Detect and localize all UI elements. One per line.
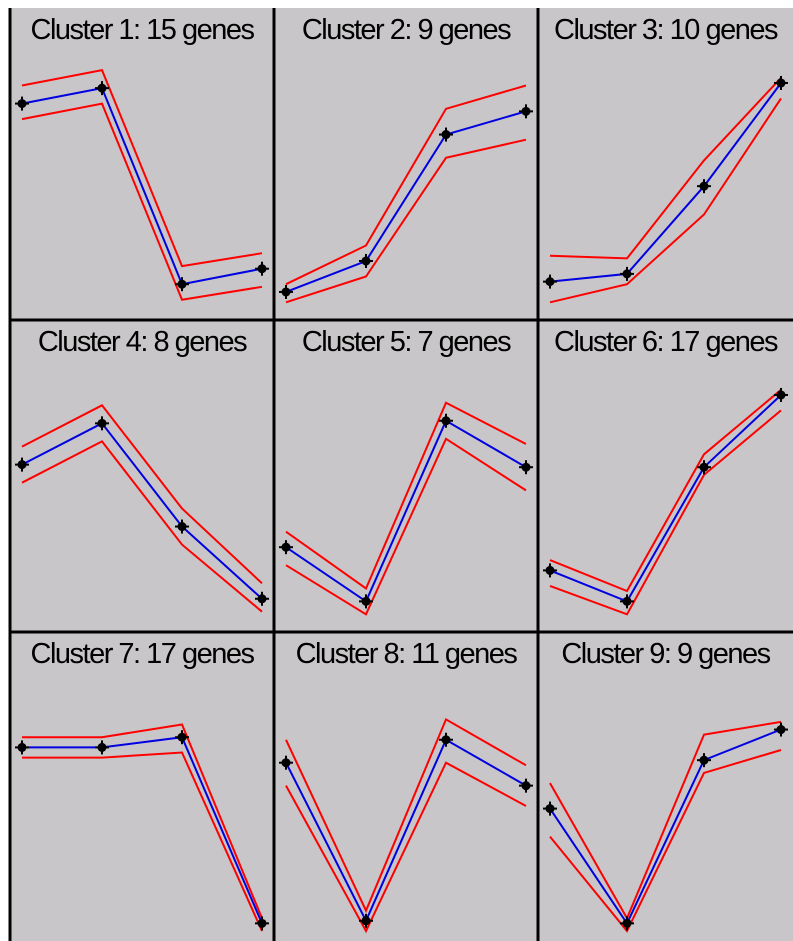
data-point-marker — [255, 916, 269, 931]
data-point-marker — [279, 540, 293, 555]
panel-background — [274, 632, 538, 941]
cluster-panel-8: Cluster 8: 11 genes — [274, 632, 538, 941]
panel-title: Cluster 8: 11 genes — [296, 638, 518, 670]
upper-band-line — [285, 84, 527, 286]
data-point-marker — [774, 75, 788, 90]
lower-band-line — [549, 749, 782, 933]
data-point-marker — [279, 755, 293, 770]
data-point-marker — [255, 591, 269, 606]
lower-band-line — [21, 440, 263, 613]
panel-background — [538, 632, 793, 941]
mean-profile-line — [285, 110, 527, 293]
data-point-marker — [620, 266, 634, 281]
panel-background — [538, 8, 793, 320]
mean-profile-line — [21, 422, 263, 600]
mean-profile-line — [21, 86, 263, 286]
panel-background — [274, 320, 538, 632]
data-point-marker — [15, 740, 29, 755]
cluster-panel-6: Cluster 6: 17 genes — [538, 320, 793, 632]
cluster-panel-9: Cluster 9: 9 genes — [538, 632, 793, 941]
data-point-marker — [359, 594, 373, 609]
data-point-marker — [175, 519, 189, 534]
mean-profile-line — [285, 738, 527, 924]
lower-band-line — [285, 437, 527, 616]
panel-title: Cluster 6: 17 genes — [554, 326, 778, 358]
data-point-marker — [439, 127, 453, 142]
data-point-marker — [95, 81, 109, 96]
upper-band-line — [21, 68, 263, 268]
upper-band-line — [22, 723, 263, 919]
cluster-panel-5: Cluster 5: 7 genes — [274, 320, 538, 632]
data-point-marker — [620, 916, 634, 931]
data-point-marker — [95, 740, 109, 755]
data-point-marker — [519, 104, 533, 119]
data-point-marker — [359, 913, 373, 928]
lower-band-line — [549, 97, 782, 304]
mean-profile-line — [22, 736, 263, 924]
upper-band-line — [549, 77, 782, 260]
data-point-marker — [279, 284, 293, 299]
data-point-marker — [175, 730, 189, 745]
data-point-marker — [697, 753, 711, 768]
panel-title: Cluster 5: 7 genes — [302, 326, 511, 358]
data-point-marker — [543, 801, 557, 816]
panel-title: Cluster 7: 17 genes — [31, 638, 255, 670]
data-point-marker — [255, 261, 269, 276]
panel-background — [10, 632, 274, 941]
data-point-marker — [543, 274, 557, 289]
lower-band-line — [285, 138, 527, 304]
cluster-panel-3: Cluster 3: 10 genes — [538, 8, 793, 320]
data-point-marker — [697, 179, 711, 194]
data-point-marker — [439, 413, 453, 428]
upper-band-line — [285, 717, 527, 914]
upper-band-line — [549, 720, 782, 921]
panel-background — [274, 8, 538, 320]
lower-band-line — [285, 761, 527, 934]
mean-profile-line — [285, 419, 527, 603]
data-point-marker — [15, 96, 29, 111]
panel-title: Cluster 1: 15 genes — [31, 14, 255, 46]
data-point-marker — [519, 460, 533, 475]
panel-title: Cluster 4: 8 genes — [38, 326, 247, 358]
data-point-marker — [15, 457, 29, 472]
data-point-marker — [359, 253, 373, 268]
panel-title: Cluster 2: 9 genes — [302, 14, 511, 46]
data-point-marker — [620, 594, 634, 609]
data-point-marker — [697, 460, 711, 475]
upper-band-line — [285, 401, 527, 591]
panel-dividers — [8, 8, 793, 941]
data-point-marker — [519, 778, 533, 793]
panel-title: Cluster 9: 9 genes — [561, 638, 770, 670]
data-point-marker — [774, 387, 788, 402]
upper-band-line — [21, 404, 263, 585]
mean-profile-line — [549, 728, 782, 926]
cluster-panel-7: Cluster 7: 17 genes — [10, 632, 274, 941]
lower-band-line — [22, 751, 263, 932]
panel-title: Cluster 3: 10 genes — [554, 14, 778, 46]
data-point-marker — [175, 277, 189, 292]
data-point-marker — [439, 732, 453, 747]
cluster-panel-1: Cluster 1: 15 genes — [10, 8, 274, 320]
cluster-panel-4: Cluster 4: 8 genes — [10, 320, 274, 632]
mean-profile-line — [549, 82, 782, 283]
panel-background — [10, 8, 274, 320]
panel-background — [538, 320, 793, 632]
mean-profile-line — [549, 394, 782, 603]
lower-band-line — [549, 409, 782, 616]
data-point-marker — [543, 563, 557, 578]
data-point-marker — [95, 416, 109, 431]
upper-band-line — [549, 389, 782, 593]
lower-band-line — [21, 102, 263, 301]
data-point-marker — [774, 722, 788, 737]
cluster-panel-2: Cluster 2: 9 genes — [274, 8, 538, 320]
cluster-panels: Cluster 1: 15 genes Cluster 2: 9 genes Clu… — [10, 8, 793, 941]
